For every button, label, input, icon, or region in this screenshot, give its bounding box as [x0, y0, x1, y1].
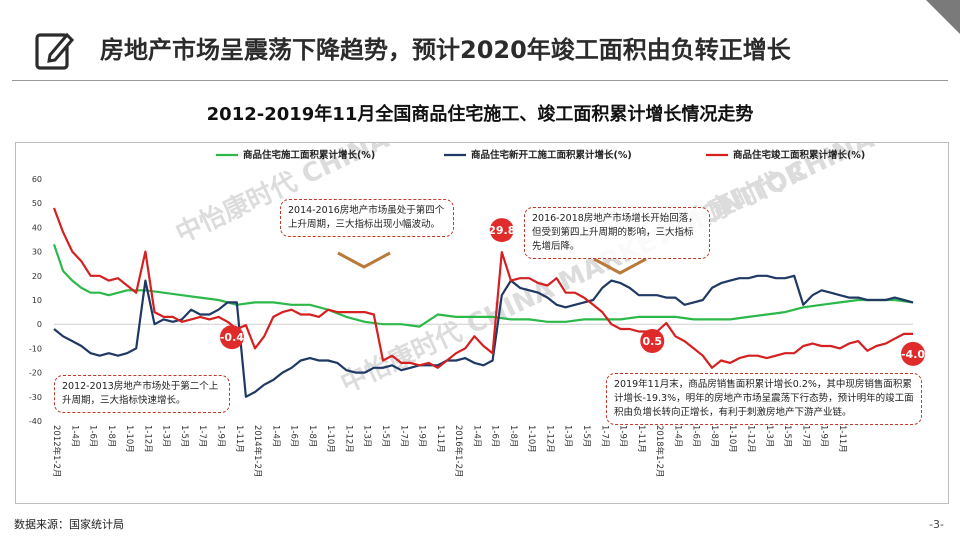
data-label-pin — [219, 325, 244, 350]
page-number: -3- — [929, 518, 944, 531]
x-tick-label: 1-5月 — [581, 425, 591, 447]
x-tick-label: 1-6月 — [490, 425, 500, 447]
y-tick-label: 50 — [32, 199, 42, 208]
x-tick-label: 1-7月 — [800, 425, 810, 447]
data-label: -4.0 — [901, 348, 925, 361]
y-tick-label: -10 — [29, 344, 42, 353]
series-line-2 — [53, 274, 914, 398]
annotation-2019: 2019年11月末，商品房销售面积累计增长0.2%，其中现房销售面积累计增长-1… — [606, 373, 922, 425]
x-tick-label: 1-4月 — [672, 425, 682, 447]
data-source: 数据来源：国家统计局 — [14, 518, 124, 531]
x-tick-label: 1-11月 — [837, 425, 847, 453]
data-label: 29.8 — [488, 224, 515, 237]
series-line-3 — [52, 207, 913, 369]
x-tick-label: 1-4月 — [270, 425, 280, 447]
y-tick-label: -30 — [29, 393, 42, 402]
x-tick-label: 2014年1-2月 — [252, 425, 263, 478]
data-label-pin — [489, 218, 514, 243]
x-tick-label: 1-11月 — [234, 425, 244, 453]
x-tick-label: 1-4月 — [471, 425, 481, 447]
x-tick-label: 1-12月 — [544, 425, 554, 453]
data-label: -0.4 — [220, 331, 244, 344]
annotation-2014-2016: 2014-2016房地产市场虽处于第四个上升周期，三大指标出现小幅波动。 — [280, 199, 454, 237]
y-tick-label: -40 — [29, 417, 42, 426]
x-tick-label: 1-9月 — [819, 425, 829, 447]
x-tick-label: 1-11月 — [636, 425, 646, 453]
y-tick-label: 60 — [32, 175, 42, 184]
y-tick-label: 20 — [32, 272, 42, 281]
chart-title: 2012-2019年11月全国商品住宅施工、竣工面积累计增长情况走势 — [206, 104, 754, 125]
legend-label: 商品住宅施工面积累计增长(%) — [243, 149, 375, 161]
x-tick-label: 1-10月 — [727, 425, 737, 453]
header-divider — [12, 80, 948, 81]
data-label-pin — [901, 341, 925, 366]
x-tick-label: 2016年1-2月 — [453, 425, 464, 478]
x-tick-label: 1-10月 — [124, 425, 134, 453]
x-tick-label: 1-8月 — [709, 425, 719, 447]
x-tick-label: 1-12月 — [343, 425, 353, 453]
y-tick-label: -20 — [29, 369, 42, 378]
x-tick-label: 1-5月 — [380, 425, 390, 447]
x-tick-label: 1-10月 — [325, 425, 335, 453]
y-tick-label: 0 — [37, 320, 42, 329]
data-label: 0.5 — [643, 335, 663, 348]
x-tick-label: 1-3月 — [362, 425, 372, 447]
y-tick-label: 40 — [32, 223, 42, 232]
data-label-pin — [640, 328, 665, 353]
x-tick-label: 1-12月 — [142, 425, 152, 453]
x-tick-label: 1-9月 — [417, 425, 427, 447]
x-tick-label: 1-7月 — [599, 425, 609, 447]
x-tick-label: 1-5月 — [179, 425, 189, 447]
edit-icon — [35, 32, 74, 70]
x-tick-label: 1-6月 — [289, 425, 299, 447]
legend-label: 商品住宅新开工施工面积累计增长(%) — [471, 149, 632, 161]
x-tick-label: 1-8月 — [508, 425, 518, 447]
x-tick-label: 1-9月 — [215, 425, 225, 447]
line-chart: 中怡康时代 CHINA MARKET MONITOR中怡康时代 CHINA MA… — [29, 143, 948, 478]
x-tick-label: 1-3月 — [764, 425, 774, 447]
x-tick-label: 2012年1-2月 — [51, 425, 62, 478]
page-headline: 房地产市场呈震荡下降趋势，预计2020年竣工面积由负转正增长 — [100, 36, 791, 64]
chevron-down-icon — [337, 251, 391, 269]
x-tick-label: 1-6月 — [691, 425, 701, 447]
x-tick-label: 1-12月 — [746, 425, 756, 453]
x-tick-label: 1-3月 — [563, 425, 573, 447]
annotation-2012-2013: 2012-2013房地产市场处于第二个上升周期，三大指标快速增长。 — [54, 375, 230, 413]
x-tick-label: 2018年1-2月 — [654, 425, 665, 478]
x-tick-label: 1-8月 — [307, 425, 317, 447]
x-tick-label: 1-3月 — [161, 425, 171, 447]
chevron-down-icon — [593, 257, 647, 275]
x-tick-label: 1-7月 — [197, 425, 207, 447]
x-tick-label: 1-5月 — [782, 425, 792, 447]
corner-decoration — [926, 0, 960, 34]
x-tick-label: 1-6月 — [88, 425, 98, 447]
x-tick-label: 1-10月 — [526, 425, 536, 453]
x-tick-label: 1-8月 — [106, 425, 116, 447]
y-tick-label: 30 — [32, 248, 42, 257]
x-tick-label: 1-7月 — [398, 425, 408, 447]
annotation-2016-2018: 2016-2018房地产市场增长开始回落，但受到第四上升周期的影响，三大指标先增… — [524, 207, 710, 259]
x-tick-label: 1-4月 — [69, 425, 79, 447]
legend-label: 商品住宅竣工面积累计增长(%) — [733, 149, 865, 161]
y-tick-label: 10 — [32, 296, 42, 305]
chart-frame: 中怡康时代 CHINA MARKET MONITOR中怡康时代 CHINA MA… — [15, 142, 949, 504]
x-tick-label: 1-9月 — [618, 425, 628, 447]
x-tick-label: 1-11月 — [435, 425, 445, 453]
